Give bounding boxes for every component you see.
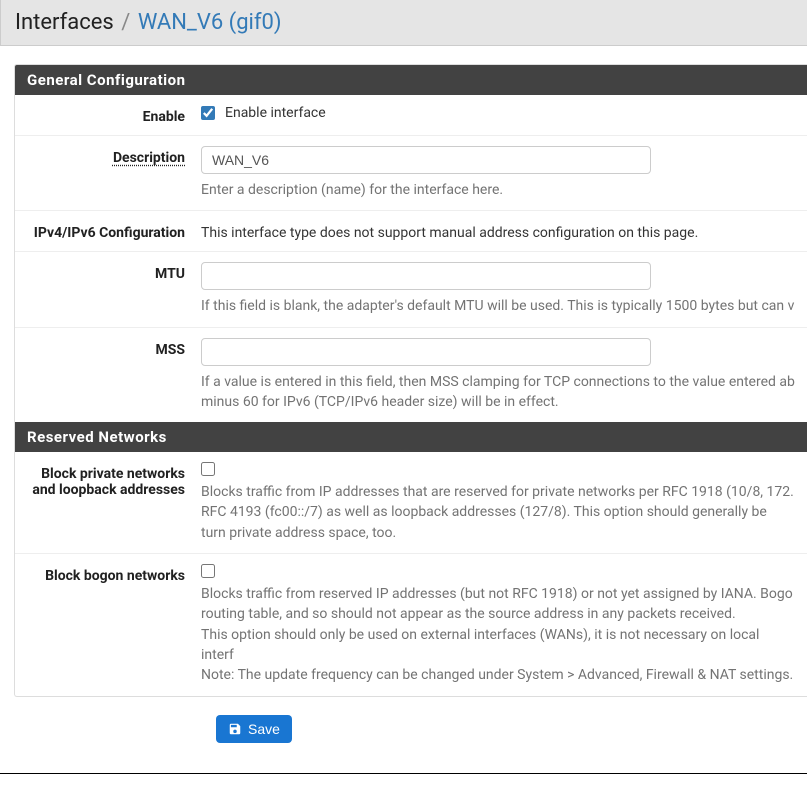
block-private-row: Block private networks and loopback addr… [15, 452, 807, 553]
ipconfig-row: IPv4/IPv6 Configuration This interface t… [15, 210, 807, 251]
mss-label: MSS [15, 338, 201, 413]
block-private-help: Blocks traffic from IP addresses that ar… [201, 482, 795, 543]
breadcrumb: Interfaces / WAN_V6 (gif0) [0, 0, 807, 46]
save-button-label: Save [248, 721, 280, 737]
footer-divider [0, 773, 807, 774]
description-label: Description [15, 146, 201, 200]
mss-row: MSS If a value is entered in this field,… [15, 327, 807, 423]
mtu-help: If this field is blank, the adapter's de… [201, 296, 795, 316]
block-private-checkbox[interactable] [201, 462, 215, 476]
breadcrumb-root[interactable]: Interfaces [15, 10, 114, 35]
general-heading: General Configuration [15, 65, 807, 95]
block-bogon-row: Block bogon networks Blocks traffic from… [15, 553, 807, 695]
breadcrumb-current[interactable]: WAN_V6 (gif0) [138, 10, 282, 35]
description-row: Description Enter a description (name) f… [15, 135, 807, 210]
enable-checkbox[interactable] [201, 106, 215, 120]
mtu-label: MTU [15, 262, 201, 316]
block-bogon-label: Block bogon networks [15, 564, 201, 685]
save-button[interactable]: Save [216, 715, 292, 743]
general-panel: General Configuration Enable Enable inte… [14, 64, 807, 697]
enable-check-line[interactable]: Enable interface [201, 105, 795, 121]
mss-help: If a value is entered in this field, the… [201, 372, 795, 413]
description-help: Enter a description (name) for the inter… [201, 180, 795, 200]
mtu-input[interactable] [201, 262, 651, 290]
mss-input[interactable] [201, 338, 651, 366]
block-bogon-checkbox[interactable] [201, 564, 215, 578]
block-private-label: Block private networks and loopback addr… [15, 462, 201, 543]
mtu-row: MTU If this field is blank, the adapter'… [15, 251, 807, 326]
block-bogon-help: Blocks traffic from reserved IP addresse… [201, 584, 795, 685]
save-icon [228, 722, 242, 736]
ipconfig-label: IPv4/IPv6 Configuration [15, 221, 201, 241]
breadcrumb-separator: / [121, 10, 130, 35]
enable-label: Enable [15, 105, 201, 125]
actions-row: Save [216, 715, 807, 743]
enable-checkbox-label: Enable interface [225, 105, 326, 121]
reserved-heading: Reserved Networks [15, 422, 807, 452]
description-input[interactable] [201, 146, 651, 174]
ipconfig-text: This interface type does not support man… [201, 221, 795, 241]
enable-row: Enable Enable interface [15, 95, 807, 135]
